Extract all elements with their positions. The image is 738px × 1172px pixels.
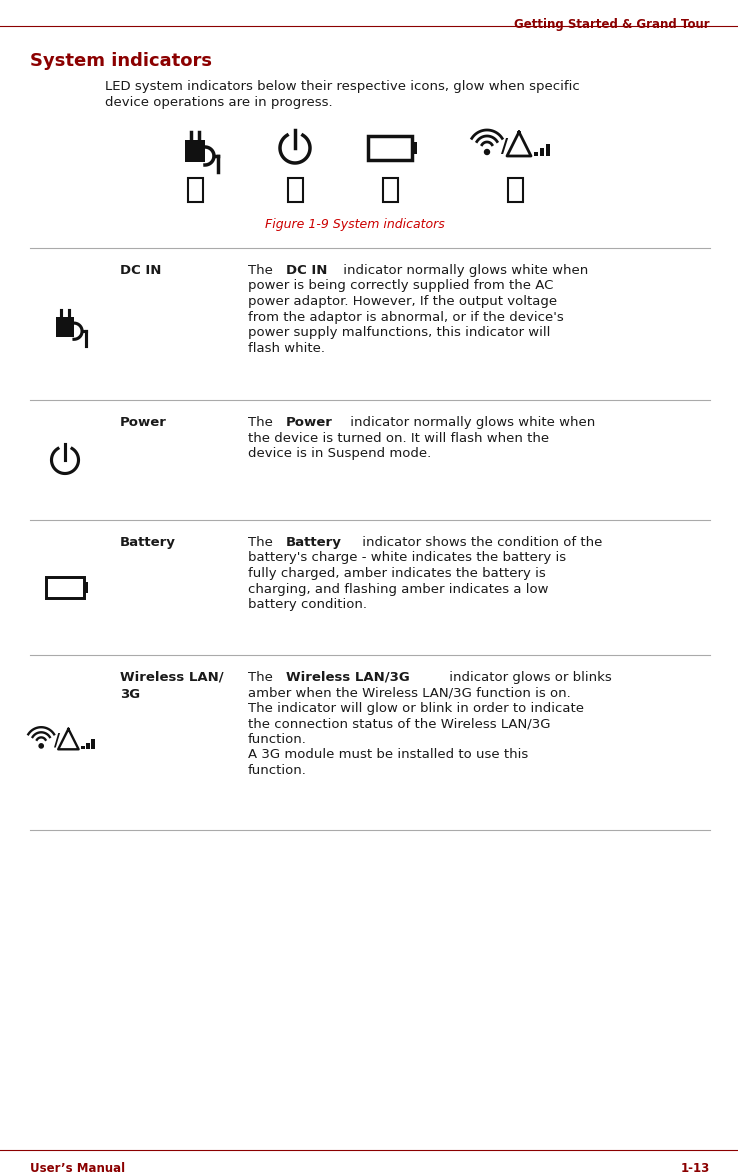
Text: device operations are in progress.: device operations are in progress. (105, 96, 333, 109)
Text: indicator glows or blinks: indicator glows or blinks (445, 672, 612, 684)
Text: The: The (248, 264, 277, 277)
Text: The: The (248, 536, 277, 548)
Text: The: The (248, 672, 277, 684)
Bar (546, 144, 550, 156)
Bar (288, 178, 303, 202)
Text: from the adaptor is abnormal, or if the device's: from the adaptor is abnormal, or if the … (248, 311, 564, 323)
Text: DC IN: DC IN (286, 264, 327, 277)
Text: System indicators: System indicators (30, 52, 212, 70)
Text: flash white.: flash white. (248, 341, 325, 354)
Bar (56, 316, 74, 336)
Bar (86, 743, 89, 749)
Text: the connection status of the Wireless LAN/3G: the connection status of the Wireless LA… (248, 717, 551, 730)
Text: The indicator will glow or blink in order to indicate: The indicator will glow or blink in orde… (248, 702, 584, 715)
Text: 1-13: 1-13 (680, 1161, 710, 1172)
Bar (540, 148, 544, 156)
Text: Wireless LAN/
3G: Wireless LAN/ 3G (120, 672, 224, 701)
Bar (92, 740, 94, 749)
Text: power adaptor. However, If the output voltage: power adaptor. However, If the output vo… (248, 295, 557, 308)
Text: indicator normally glows white when: indicator normally glows white when (339, 264, 588, 277)
Text: Battery: Battery (120, 536, 176, 548)
Bar (534, 152, 538, 156)
Text: power supply malfunctions, this indicator will: power supply malfunctions, this indicato… (248, 326, 551, 339)
Text: the device is turned on. It will flash when the: the device is turned on. It will flash w… (248, 431, 549, 444)
Text: charging, and flashing amber indicates a low: charging, and flashing amber indicates a… (248, 582, 548, 595)
Text: Figure 1-9 System indicators: Figure 1-9 System indicators (265, 218, 445, 231)
Text: battery condition.: battery condition. (248, 598, 367, 611)
Text: User’s Manual: User’s Manual (30, 1161, 125, 1172)
Bar (46, 578, 83, 598)
Bar (187, 178, 202, 202)
Text: function.: function. (248, 732, 307, 747)
Text: Power: Power (120, 416, 167, 429)
Text: function.: function. (248, 764, 307, 777)
Bar (412, 142, 417, 154)
Bar (81, 745, 85, 749)
Circle shape (39, 744, 44, 748)
Text: Power: Power (286, 416, 332, 429)
Text: device is in Suspend mode.: device is in Suspend mode. (248, 447, 431, 459)
Text: Getting Started & Grand Tour: Getting Started & Grand Tour (514, 18, 710, 30)
Bar (185, 139, 205, 162)
Text: power is being correctly supplied from the AC: power is being correctly supplied from t… (248, 279, 554, 293)
Text: battery's charge - white indicates the battery is: battery's charge - white indicates the b… (248, 552, 566, 565)
Bar (508, 178, 523, 202)
Text: LED system indicators below their respective icons, glow when specific: LED system indicators below their respec… (105, 80, 580, 93)
Text: amber when the Wireless LAN/3G function is on.: amber when the Wireless LAN/3G function … (248, 687, 570, 700)
Text: Wireless LAN/3G: Wireless LAN/3G (286, 672, 410, 684)
Circle shape (485, 150, 489, 155)
Text: /: / (501, 136, 508, 156)
Bar (382, 178, 398, 202)
Text: indicator normally glows white when: indicator normally glows white when (346, 416, 596, 429)
Bar (368, 136, 412, 161)
Text: fully charged, amber indicates the battery is: fully charged, amber indicates the batte… (248, 567, 545, 580)
Text: A 3G module must be installed to use this: A 3G module must be installed to use thi… (248, 749, 528, 762)
Bar (83, 582, 88, 593)
Text: Battery: Battery (286, 536, 342, 548)
Text: The: The (248, 416, 277, 429)
Text: indicator shows the condition of the: indicator shows the condition of the (358, 536, 602, 548)
Text: /: / (53, 731, 60, 750)
Text: DC IN: DC IN (120, 264, 162, 277)
